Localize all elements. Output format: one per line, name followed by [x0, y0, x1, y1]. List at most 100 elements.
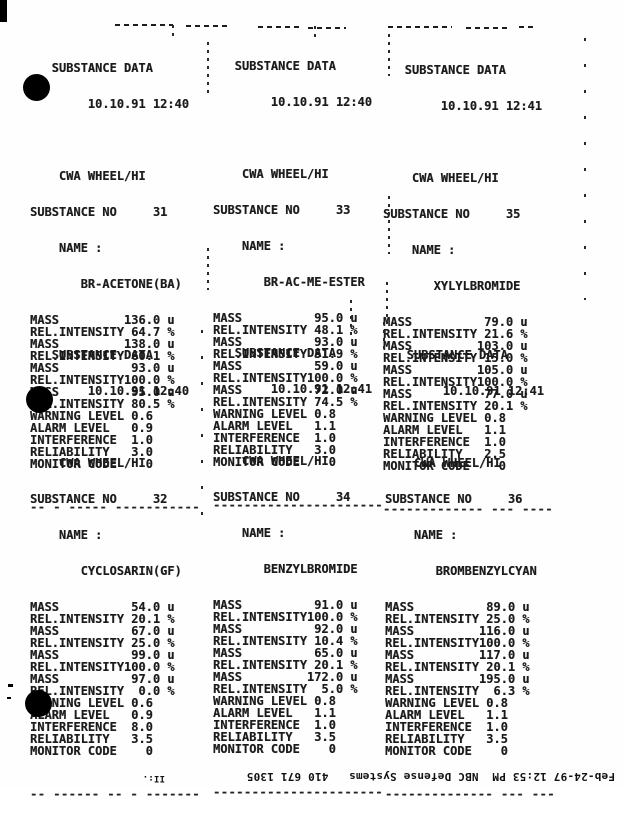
- intensity-row: REL.INTENSITY 25.0 %: [385, 612, 530, 626]
- mass-row: MASS 79.0 u: [383, 315, 528, 329]
- substance-name-line: BR-ACETONE(BA): [30, 277, 182, 291]
- scan-artifact-margin-dots: [584, 38, 586, 300]
- mass-row: MASS 89.0 u: [385, 600, 530, 614]
- substance-data-block: SUBSTANCE DATA 10.10.91 12:40 CWA WHEEL/…: [30, 325, 220, 824]
- level-row: INTERFERENCE 8.0: [30, 720, 153, 734]
- intensity-row: REL.INTENSITY 20.1 %: [385, 660, 530, 674]
- substance-no-line: SUBSTANCE NO 31: [30, 205, 168, 219]
- mass-row: MASS 103.0 u: [383, 339, 528, 353]
- level-row: MONITOR CODE 0: [213, 455, 336, 469]
- substance-data-block: SUBSTANCE DATA 10.10.91 12:40 CWA WHEEL/…: [213, 36, 403, 535]
- scan-artifact-dash: [308, 27, 346, 29]
- block-title: SUBSTANCE DATA: [383, 63, 506, 77]
- name-label-line: NAME :: [213, 239, 286, 253]
- blank-line: [383, 136, 573, 148]
- intensity-row: REL.INTENSITY 0.0 %: [30, 684, 175, 698]
- intensity-row: REL.INTENSITY100.0 %: [383, 375, 528, 389]
- scan-artifact-line: [350, 300, 352, 338]
- level-row: MONITOR CODE 0: [213, 742, 336, 756]
- level-row: WARNING LEVEL 0.8: [385, 696, 508, 710]
- intensity-row: REL.INTENSITY 21.6 %: [383, 327, 528, 341]
- mass-row: MASS 97.0 u: [30, 672, 175, 686]
- intensity-row: REL.INTENSITY 6.3 %: [385, 684, 530, 698]
- blank-line: [213, 419, 403, 431]
- level-row: INTERFERENCE 1.0: [213, 431, 336, 445]
- mass-row: MASS 77.0 u: [383, 387, 528, 401]
- level-row: RELIABILITY 3.0: [30, 445, 153, 459]
- substance-name-line: XYLYLBROMIDE: [383, 279, 521, 293]
- block-datetime: 10.10.91 12:40: [213, 95, 372, 109]
- level-row: ALARM LEVEL 0.9: [30, 421, 153, 435]
- scan-artifact-tick: [172, 25, 174, 38]
- level-row: RELIABILITY 3.5: [213, 730, 336, 744]
- level-row: WARNING LEVEL 0.8: [383, 411, 506, 425]
- substance-no-line: SUBSTANCE NO 35: [383, 207, 521, 221]
- substance-no-line: SUBSTANCE NO 36: [385, 492, 523, 506]
- scan-artifact-line: [207, 248, 209, 290]
- mass-row: MASS 93.0 u: [30, 361, 175, 375]
- level-row: WARNING LEVEL 0.6: [30, 409, 153, 423]
- level-row: ALARM LEVEL 1.1: [383, 423, 506, 437]
- level-row: INTERFERENCE 1.0: [385, 720, 508, 734]
- substance-name-line: BENZYLBROMIDE: [213, 562, 358, 576]
- level-row: ALARM LEVEL 0.9: [30, 708, 153, 722]
- blank-line: [30, 421, 220, 433]
- block-datetime: 10.10.91 12:40: [30, 97, 189, 111]
- hole-punch-top: [23, 74, 50, 101]
- intensity-row: REL.INTENSITY100.0 %: [30, 660, 175, 674]
- level-row: ALARM LEVEL 1.1: [385, 708, 508, 722]
- blank-line: [213, 132, 403, 144]
- mass-row: MASS 93.0 u: [213, 335, 358, 349]
- name-label-line: NAME :: [383, 243, 456, 257]
- scan-artifact-line: [386, 282, 388, 324]
- level-row: MONITOR CODE 0: [30, 457, 153, 471]
- mass-row: MASS 72.0 u: [213, 383, 358, 397]
- level-row: MONITOR CODE 0: [385, 744, 508, 758]
- device-line: CWA WHEEL/HI: [385, 456, 501, 470]
- blank-line: [30, 134, 220, 146]
- intensity-row: REL.INTENSITY100.0 %: [30, 373, 175, 387]
- mass-row: MASS 117.0 u: [385, 648, 530, 662]
- block-title: SUBSTANCE DATA: [30, 61, 153, 75]
- scan-artifact-dash: [258, 26, 300, 28]
- rows-container: MASS 95.0 u REL.INTENSITY 48.1 % MASS 93.0…: [213, 312, 403, 468]
- separator-line: -------------- --- ---: [385, 787, 555, 801]
- fax-header-fragment: II:.: [142, 773, 165, 783]
- level-row: ALARM LEVEL 1.1: [213, 706, 336, 720]
- device-line: CWA WHEEL/HI: [30, 169, 146, 183]
- mass-row: MASS 195.0 u: [385, 672, 530, 686]
- level-row: ALARM LEVEL 1.1: [213, 419, 336, 433]
- rows-container: MASS 79.0 u REL.INTENSITY 21.6 % MASS 103.…: [383, 316, 573, 472]
- substance-data-block: SUBSTANCE DATA 10.10.91 12:40 CWA WHEEL/…: [30, 38, 220, 537]
- substance-name-line: BR-AC-ME-ESTER: [213, 275, 365, 289]
- intensity-row: REL.INTENSITY 5.0 %: [213, 682, 358, 696]
- name-label-line: NAME :: [213, 526, 286, 540]
- scan-artifact-smudge: [8, 684, 13, 687]
- device-line: CWA WHEEL/HI: [383, 171, 499, 185]
- separator-line: ------------- --- ----: [383, 502, 553, 516]
- scan-artifact-margin-dots: [201, 330, 203, 520]
- scan-artifact-dash: [115, 24, 173, 26]
- intensity-row: REL.INTENSITY 60.1 %: [30, 349, 175, 363]
- scanned-page: SUBSTANCE DATA 10.10.91 12:40 CWA WHEEL/…: [0, 0, 615, 800]
- intensity-row: REL.INTENSITY 10.4 %: [213, 634, 358, 648]
- device-line: CWA WHEEL/HI: [30, 456, 146, 470]
- intensity-row: REL.INTENSITY 80.5 %: [30, 397, 175, 411]
- scan-artifact-dash: [519, 26, 537, 28]
- intensity-row: REL.INTENSITY 20.1 %: [213, 658, 358, 672]
- intensity-row: REL.INTENSITY 15.0 %: [383, 351, 528, 365]
- block-datetime: 10.10.91 12:41: [383, 99, 542, 113]
- scan-artifact-smudge: [0, 0, 7, 22]
- level-row: RELIABILITY 3.5: [385, 732, 508, 746]
- block-datetime: 10.10.91 12:41: [213, 382, 372, 396]
- block-title: SUBSTANCE DATA: [30, 348, 153, 362]
- substance-name-line: BROMBENZYLCYAN: [385, 564, 537, 578]
- scan-artifact-dash: [388, 26, 452, 28]
- device-line: CWA WHEEL/HI: [213, 454, 329, 468]
- level-row: WARNING LEVEL 0.8: [213, 694, 336, 708]
- intensity-row: REL.INTENSITY 51.9 %: [213, 347, 358, 361]
- separator-line: -- ------ -- - -------: [30, 787, 200, 801]
- intensity-row: REL.INTENSITY 20.1 %: [30, 612, 175, 626]
- substance-no-line: SUBSTANCE NO 33: [213, 203, 351, 217]
- hole-punch-bottom: [25, 690, 52, 717]
